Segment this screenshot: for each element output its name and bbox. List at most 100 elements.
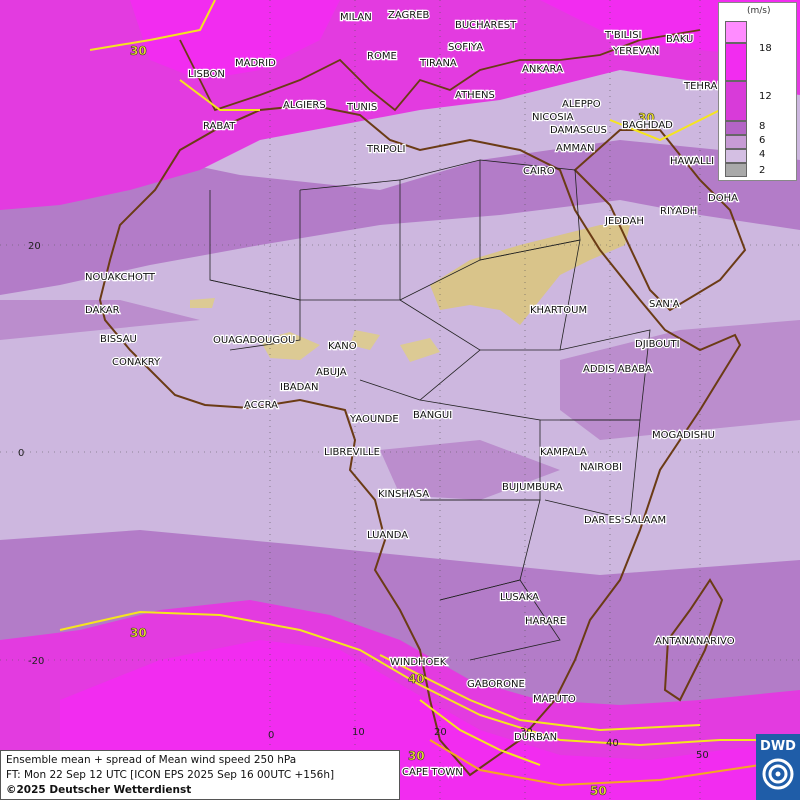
very-strong-wind-north — [130, 0, 800, 80]
city-label: BAKU — [666, 34, 693, 45]
legend: (m/s) 18 12 8 6 4 2 — [718, 2, 797, 181]
legend-label: 8 — [759, 121, 766, 132]
moderate-wind-band-tropics — [0, 300, 800, 500]
legend-swatch — [725, 135, 747, 149]
city-label: HARARE — [525, 616, 566, 627]
contour-label: 30 — [130, 44, 147, 58]
city-label: MAPUTO — [533, 694, 576, 705]
city-label: CAPE TOWN — [402, 767, 463, 778]
city-label: LUANDA — [367, 530, 408, 541]
grid-label: 10 — [352, 727, 365, 738]
city-label: YEREVAN — [612, 46, 659, 57]
city-label: BANGUI — [413, 410, 452, 421]
city-label: LISBON — [188, 69, 225, 80]
city-label: AMMAN — [556, 143, 594, 154]
legend-swatch — [725, 81, 747, 121]
city-label: ACCRA — [244, 400, 278, 411]
legend-swatch — [725, 163, 747, 177]
city-label: TEHRAN — [683, 81, 725, 92]
map-title: Ensemble mean + spread of Mean wind spee… — [6, 754, 297, 766]
city-label: T'BILISI — [604, 30, 641, 41]
city-label: DAR ES SALAAM — [584, 515, 666, 526]
city-label: YAOUNDE — [349, 414, 399, 425]
city-label: ATHENS — [455, 90, 495, 101]
city-label: DAKAR — [85, 305, 120, 316]
legend-swatch — [725, 43, 747, 81]
contour-label: 40 — [408, 672, 425, 686]
legend-swatch — [725, 21, 747, 43]
contour-label: 30 — [408, 749, 425, 763]
city-label: DJIBOUTI — [635, 339, 680, 350]
dwd-logo-text: DWD — [760, 739, 796, 754]
spread-area-westafrica — [190, 298, 440, 362]
legend-label: 18 — [759, 43, 772, 54]
city-label: ZAGREB — [388, 10, 430, 21]
city-label: CAIRO — [523, 166, 555, 177]
city-label: BUJUMBURA — [502, 482, 563, 493]
grid-label: 20 — [434, 727, 447, 738]
city-label: DAMASCUS — [550, 125, 607, 136]
forecast-time: FT: Mon 22 Sep 12 UTC [ICON EPS 2025 Sep… — [6, 769, 335, 781]
city-label: NAIROBI — [580, 462, 622, 473]
legend-label: 6 — [759, 135, 766, 146]
city-label: BISSAU — [100, 334, 137, 345]
grid-label: 40 — [606, 738, 619, 749]
city-label: ANTANANARIVO — [655, 636, 735, 647]
city-label: NICOSIA — [532, 112, 574, 123]
city-label: TIRANA — [419, 58, 457, 69]
legend-swatch — [725, 121, 747, 135]
grid-label: 50 — [696, 750, 709, 761]
isotach-30-north-west — [89, 0, 216, 51]
coastline-madagascar — [663, 578, 724, 702]
city-label: KAMPALA — [540, 447, 587, 458]
city-label: TRIPOLI — [366, 144, 405, 155]
city-label: KHARTOUM — [530, 305, 587, 316]
city-label: SAN'A — [649, 299, 680, 310]
legend-label: 2 — [759, 165, 766, 176]
city-label: IBADAN — [280, 382, 319, 393]
grid-label: 0 — [18, 448, 24, 459]
city-label: GABORONE — [467, 679, 525, 690]
coastline-europe — [179, 29, 701, 112]
city-label: KANO — [328, 341, 357, 352]
legend-label: 4 — [759, 149, 766, 160]
legend-label: 12 — [759, 91, 772, 102]
dwd-logo: DWD — [756, 734, 800, 800]
dwd-swirl-icon — [762, 758, 794, 790]
isotach-30-north-west-2 — [179, 79, 260, 111]
city-label: LUSAKA — [500, 592, 539, 603]
city-label: BAGHDAD — [622, 120, 673, 131]
city-label: RABAT — [203, 121, 236, 132]
grid-label: 0 — [268, 730, 274, 741]
isotach-40-inner — [419, 699, 541, 766]
city-label: ABUJA — [316, 367, 347, 378]
isotach-40-south — [379, 654, 701, 732]
city-label: ROME — [367, 51, 397, 62]
city-label: MOGADISHU — [652, 430, 715, 441]
grid-label: 20 — [28, 241, 41, 252]
city-label: SOFIYA — [448, 42, 483, 53]
city-label: OUAGADOUGOU — [213, 335, 295, 346]
city-label: ADDIS ABABA — [583, 364, 652, 375]
copyright: ©2025 Deutscher Wetterdienst — [6, 784, 192, 796]
city-label: DOHA — [708, 193, 738, 204]
city-label: WINDHOEK — [390, 657, 447, 668]
isotach-50-south — [429, 739, 761, 787]
legend-swatch — [725, 149, 747, 163]
info-box: Ensemble mean + spread of Mean wind spee… — [0, 750, 400, 800]
grid-label: -20 — [28, 656, 44, 667]
coastline-arabia — [573, 129, 747, 312]
spread-area-sahara — [430, 225, 630, 325]
city-label: ALGIERS — [283, 100, 326, 111]
city-label: LIBREVILLE — [324, 447, 380, 458]
city-label: TUNIS — [346, 102, 377, 113]
isotach-lines — [59, 0, 800, 787]
city-label: KINSHASA — [378, 489, 429, 500]
contour-label: 30 — [638, 111, 655, 125]
city-label: MILAN — [340, 12, 372, 23]
city-label: CONAKRY — [112, 357, 161, 368]
city-label: MADRID — [235, 58, 276, 69]
city-label: BUCHAREST — [455, 20, 517, 31]
contour-label: 50 — [590, 784, 607, 798]
